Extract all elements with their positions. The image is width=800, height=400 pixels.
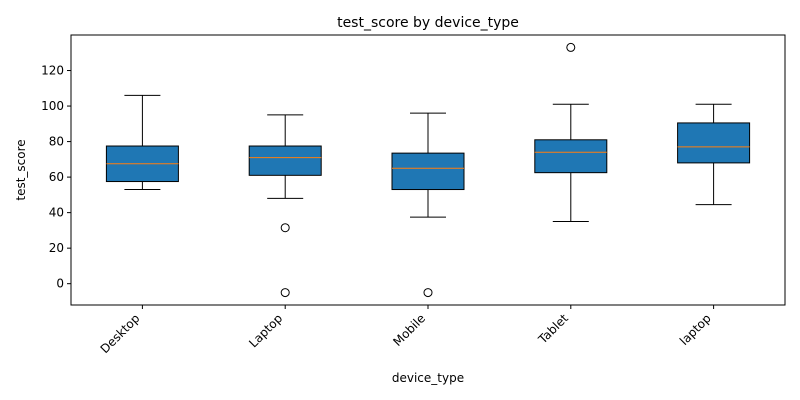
y-tick-label: 100 [41,99,64,113]
y-axis-label: test_score [14,139,28,200]
chart-title: test_score by device_type [337,15,519,31]
y-tick-label: 120 [41,64,64,78]
plot-area: 0 20 40 60 80 100 120 Desktop Laptop Mobile Tablet… [41,34,786,356]
x-axis-label: device_type [392,371,464,385]
y-tick-label: 0 [56,277,64,291]
y-tick-label: 60 [49,170,64,184]
x-tick-label: Tablet [535,311,571,347]
x-tick-label: Mobile [390,311,428,349]
x-tick-label: Laptop [246,311,285,350]
box-laptop [677,122,751,164]
outlier-point [566,42,576,52]
outlier-point [423,288,433,298]
outlier-point [280,288,290,298]
y-tick-label: 80 [49,135,64,149]
x-tick-label: laptop [677,311,714,348]
y-tick-label: 20 [49,241,64,255]
x-tick-label: Desktop [98,311,143,356]
outlier-point [280,223,290,233]
y-tick-label: 40 [49,206,64,220]
box-tablet [534,139,608,174]
box-laptop [248,145,322,176]
box-mobile [391,152,465,191]
